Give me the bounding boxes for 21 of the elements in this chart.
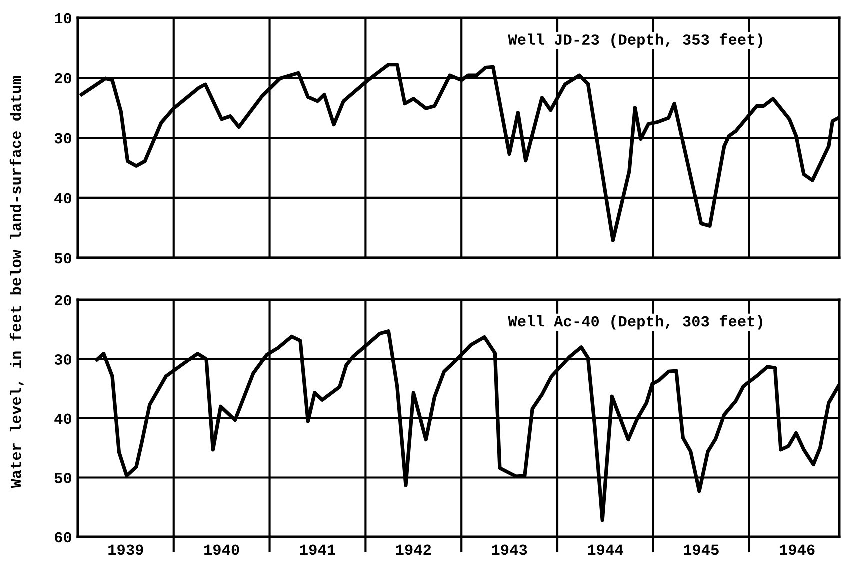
x-tick-label: 1942 — [396, 544, 432, 556]
y-tick-label: 20 — [54, 73, 72, 84]
x-tick-label: 1946 — [780, 544, 815, 556]
y-tick-label: 10 — [55, 13, 72, 24]
x-tick-label: 1941 — [300, 544, 336, 556]
y-tick-label: 30 — [54, 354, 72, 365]
y-tick-label: 60 — [55, 532, 72, 543]
y-tick-label: 50 — [54, 473, 72, 484]
y-tick-label: 40 — [54, 414, 72, 424]
y-tick-label: 50 — [54, 253, 72, 264]
y-tick-label: 40 — [54, 193, 72, 204]
x-tick-label: 1944 — [588, 544, 624, 556]
x-tick-label: 1943 — [492, 544, 528, 556]
y-axis-title: Water level, in feet below land-surface datum — [10, 76, 24, 488]
x-tick-label: 1940 — [204, 544, 240, 556]
annotation: Well Ac-40 (Depth, 303 feet) — [508, 315, 762, 330]
x-tick-label: 1939 — [108, 544, 144, 556]
annotation: Well JD-23 (Depth, 353 feet) — [508, 34, 762, 48]
y-tick-label: 30 — [54, 133, 72, 144]
y-tick-label: 20 — [54, 295, 72, 306]
x-tick-label: 1945 — [684, 544, 719, 556]
